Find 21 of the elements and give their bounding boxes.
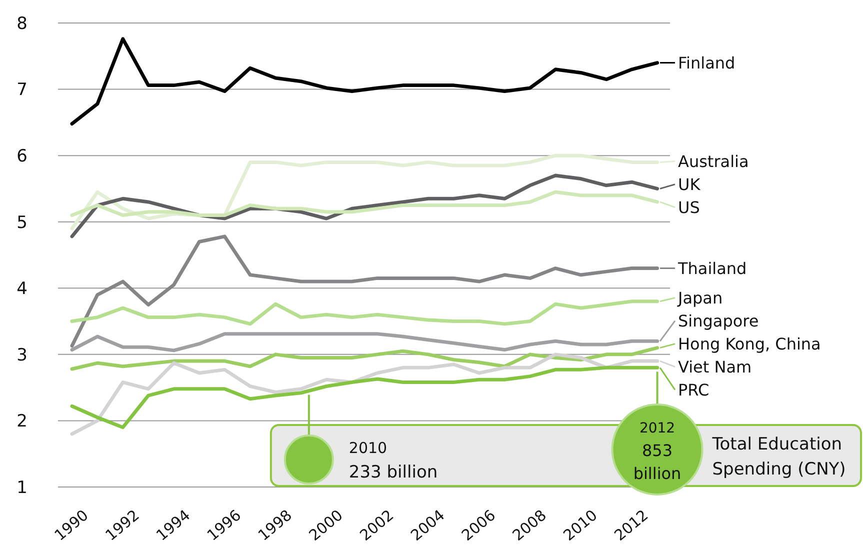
legend-label: Singapore — [678, 311, 759, 330]
legend-label: Finland — [678, 53, 736, 72]
legend-label: Japan — [677, 288, 723, 308]
legend-label: UK — [678, 174, 701, 194]
text: Total Education Spending (CNY) — [711, 434, 846, 480]
legend-label: Hong Kong, China — [678, 334, 821, 354]
annotation: 2012 853 billion — [633, 420, 682, 484]
y-tick-label: 5 — [16, 212, 28, 233]
y-tick-label: 7 — [16, 80, 28, 100]
legend-label: Australia — [678, 152, 749, 171]
y-tick-label: 2 — [16, 412, 28, 432]
legend-label: Viet Nam — [678, 357, 752, 376]
legend-label: PRC — [678, 380, 710, 400]
y-tick-label: 6 — [16, 146, 28, 167]
y-tick-label: 4 — [16, 279, 28, 300]
annotation: 2010 233 billion — [348, 438, 438, 482]
y-tick-label: 3 — [16, 345, 28, 366]
y-tick-label: 1 — [16, 478, 28, 498]
y-tick-label: 8 — [16, 14, 28, 34]
legend-label: Thailand — [677, 258, 747, 278]
legend-label: US — [678, 198, 700, 217]
